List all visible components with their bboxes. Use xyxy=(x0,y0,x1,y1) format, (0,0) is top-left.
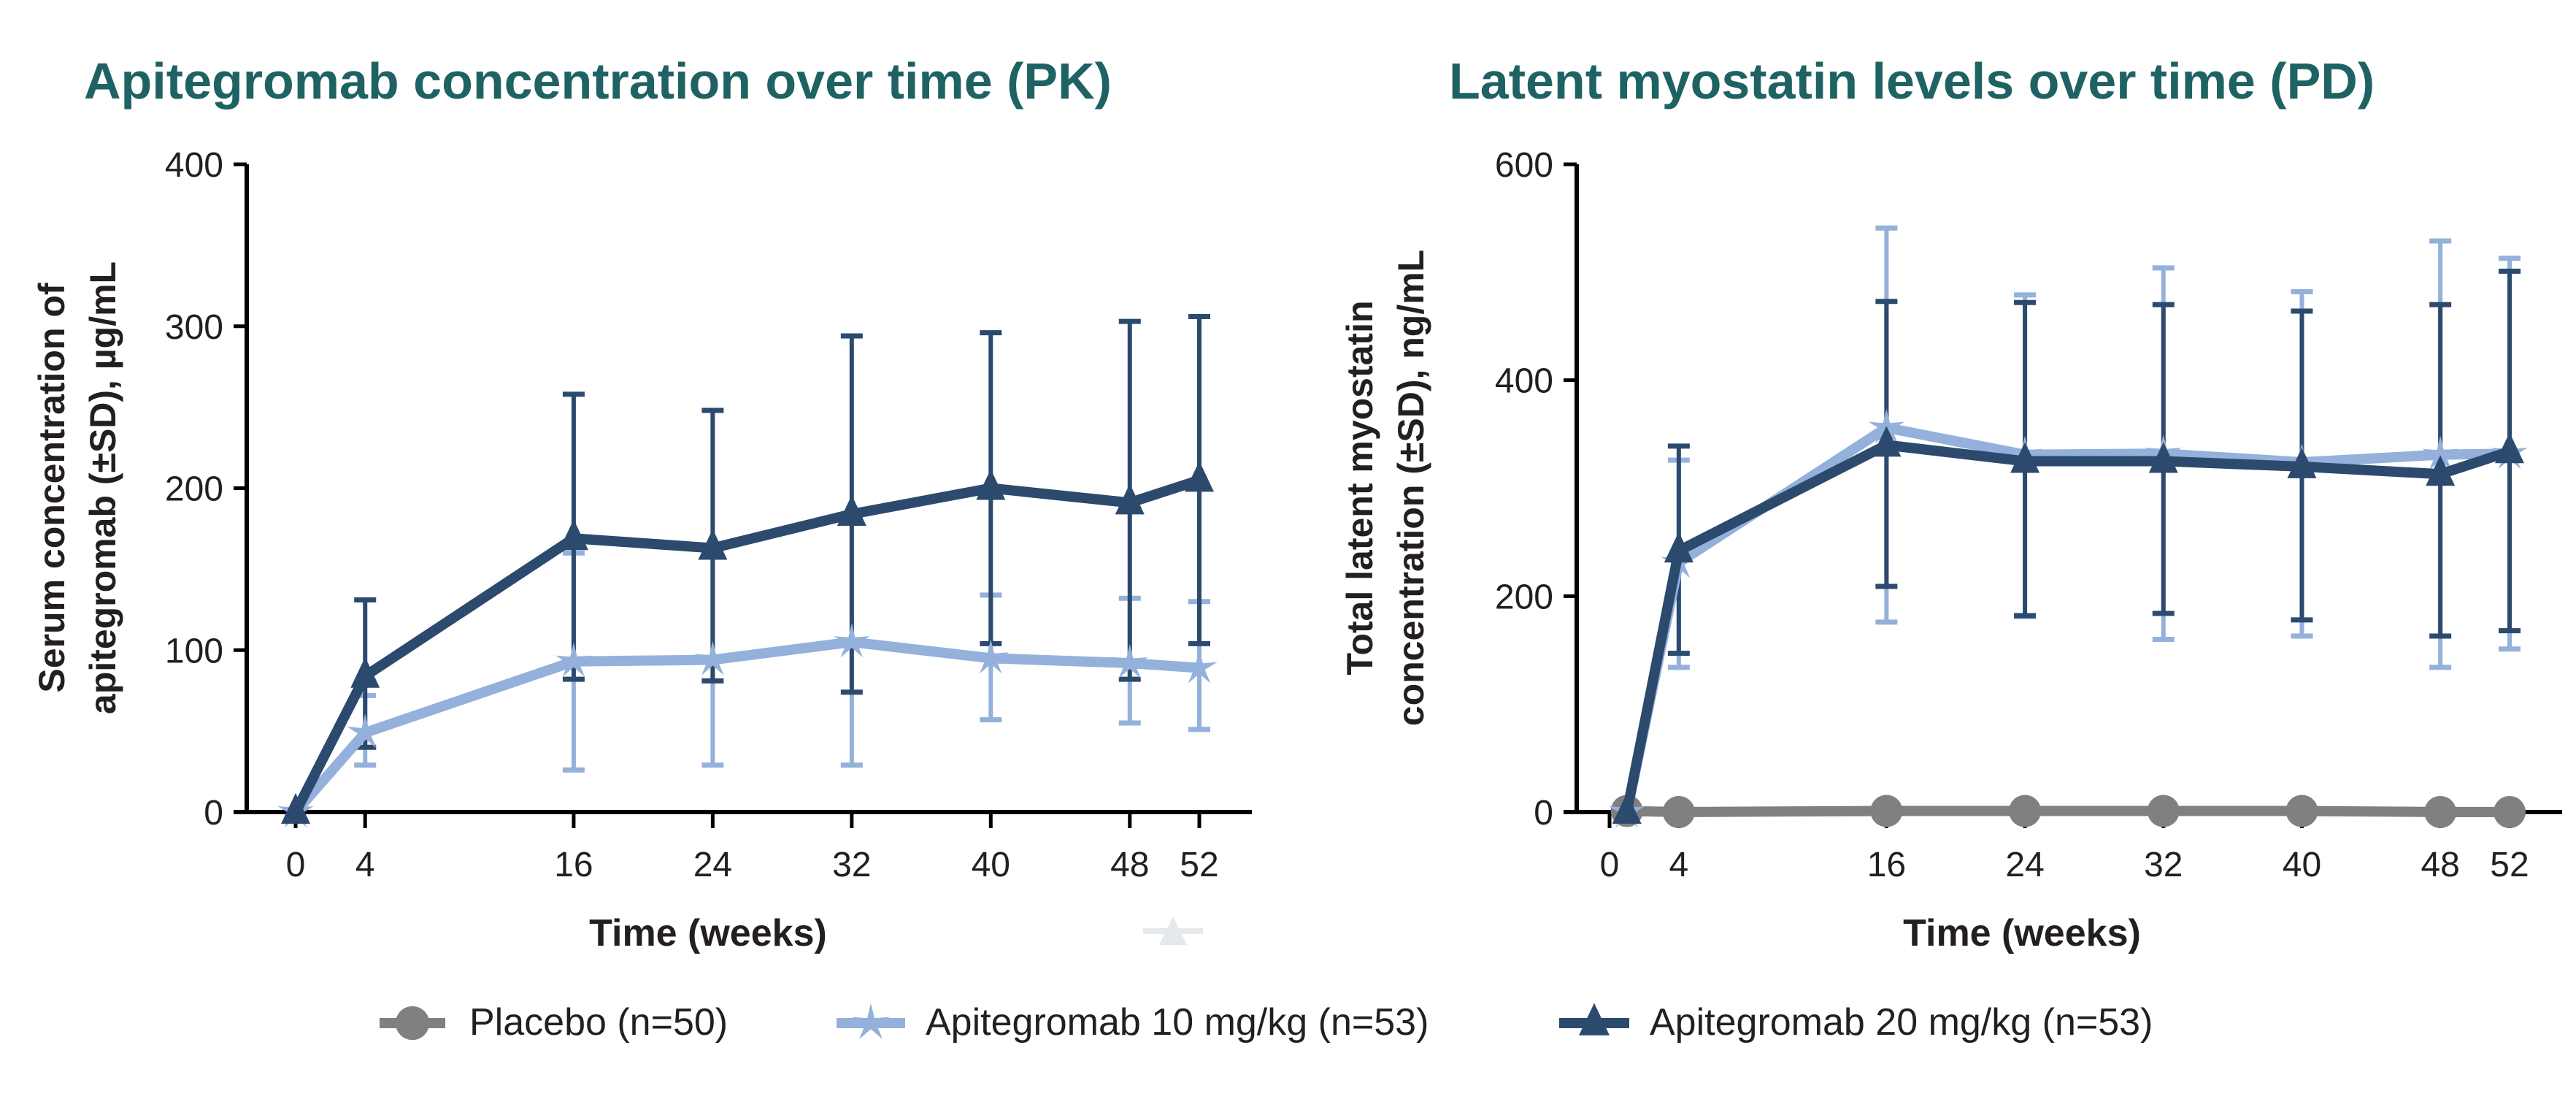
star-marker xyxy=(1868,408,1905,443)
x-tick-label: 32 xyxy=(2144,846,2183,884)
y-tick-label: 600 xyxy=(1495,146,1553,185)
pd-x-axis-title: Time (weeks) xyxy=(1903,912,2141,954)
circle-icon xyxy=(380,1006,445,1041)
pk-axes: 0 100 200 300 400 0 4 16 24 32 40 48 52 xyxy=(165,146,1252,884)
x-tick-label: 48 xyxy=(1110,846,1149,884)
legend: Placebo (n=50) Apitegromab 10 mg/kg (n=5… xyxy=(380,1001,2153,1044)
series-line-dose20 xyxy=(291,475,1202,815)
star-marker xyxy=(852,1003,890,1040)
x-tick-label: 52 xyxy=(1180,846,1218,884)
triangle-marker xyxy=(2495,432,2524,464)
x-tick-label: 0 xyxy=(1600,846,1620,884)
triangle-marker xyxy=(1115,483,1145,515)
circle-marker xyxy=(2285,795,2318,827)
triangle-marker xyxy=(350,657,380,688)
y-tick-label: 0 xyxy=(1534,794,1553,832)
pk-chart: 0 100 200 300 400 0 4 16 24 32 40 48 52 Time (weeks)… xyxy=(31,146,1252,954)
pk-y-axis-title-line2: apitegromab (±SD), µg/mL xyxy=(82,261,123,714)
triangle-marker xyxy=(1664,532,1693,563)
circle-marker xyxy=(2494,796,2526,828)
pd-y-axis-title-line2: concentration (±SD), ng/mL xyxy=(1391,250,1431,726)
legend-item-dose20: Apitegromab 20 mg/kg (n=53) xyxy=(1559,1001,2153,1044)
triangle-marker xyxy=(281,792,310,824)
circle-marker xyxy=(2147,795,2180,827)
x-tick-label: 32 xyxy=(832,846,871,884)
triangle-marker xyxy=(2287,447,2317,478)
star-marker xyxy=(2422,435,2458,470)
y-tick-label: 400 xyxy=(165,146,223,185)
y-tick-label: 200 xyxy=(165,470,223,509)
star-marker xyxy=(1181,648,1218,684)
x-tick-label: 48 xyxy=(2421,846,2459,884)
y-tick-label: 200 xyxy=(1495,578,1553,616)
circle-marker xyxy=(1662,796,1695,828)
y-tick-label: 300 xyxy=(165,308,223,347)
pk-x-axis-title: Time (weeks) xyxy=(589,912,827,954)
star-marker xyxy=(347,713,383,749)
series-line-placebo xyxy=(1626,805,2510,817)
legend-item-placebo: Placebo (n=50) xyxy=(380,1001,728,1044)
ghost-triangle-icon xyxy=(1143,916,1203,945)
triangle-marker xyxy=(2010,442,2040,473)
pd-y-axis-title-line1: Total latent myostatin xyxy=(1339,300,1380,675)
pd-axes: 0 200 400 600 0 4 16 24 32 40 48 52 xyxy=(1495,146,2562,884)
pk-marks xyxy=(277,313,1218,828)
pk-chart-title: Apitegromab concentration over time (PK) xyxy=(84,53,1112,110)
legend-label-dose10: Apitegromab 10 mg/kg (n=53) xyxy=(926,1001,1429,1044)
star-icon xyxy=(837,1003,905,1040)
star-marker xyxy=(1112,643,1148,679)
legend-label-placebo: Placebo (n=50) xyxy=(469,1001,728,1044)
x-tick-label: 52 xyxy=(2490,846,2529,884)
star-marker xyxy=(834,623,870,658)
x-tick-label: 40 xyxy=(2283,846,2321,884)
pd-chart-title: Latent myostatin levels over time (PD) xyxy=(1449,53,2375,110)
circle-marker xyxy=(2424,796,2457,828)
triangle-icon xyxy=(1559,1003,1629,1036)
x-tick-label: 16 xyxy=(1867,846,1906,884)
triangle-marker xyxy=(558,519,588,551)
star-marker xyxy=(555,642,592,677)
pk-y-axis-title-line1: Serum concentration of xyxy=(31,283,72,693)
triangle-marker xyxy=(1612,792,1642,824)
pd-marks xyxy=(1608,225,2528,828)
star-marker xyxy=(972,639,1010,674)
x-tick-label: 4 xyxy=(1669,846,1688,884)
x-tick-label: 24 xyxy=(2005,846,2044,884)
triangle-marker xyxy=(2426,455,2456,486)
x-tick-label: 0 xyxy=(286,846,306,884)
triangle-marker xyxy=(698,529,728,560)
series-line-dose10 xyxy=(1621,422,2510,814)
star-marker xyxy=(694,640,731,675)
legend-item-dose10: Apitegromab 10 mg/kg (n=53) xyxy=(837,1001,1429,1044)
circle-marker xyxy=(395,1006,430,1041)
x-tick-label: 24 xyxy=(693,846,732,884)
series-line-dose20 xyxy=(1621,440,2512,814)
x-tick-label: 4 xyxy=(355,846,375,884)
circle-marker xyxy=(1870,795,1903,827)
triangle-marker xyxy=(1185,461,1214,492)
y-tick-label: 0 xyxy=(204,794,223,832)
triangle-marker xyxy=(976,469,1006,500)
triangle-marker xyxy=(837,494,866,526)
triangle-marker xyxy=(2148,442,2178,473)
x-tick-label: 16 xyxy=(554,846,593,884)
pd-chart: 0 200 400 600 0 4 16 24 32 40 48 52 Time (weeks) To… xyxy=(1339,146,2562,954)
triangle-marker xyxy=(1579,1003,1610,1036)
y-tick-label: 100 xyxy=(165,632,223,670)
series-line-dose10 xyxy=(291,637,1200,816)
triangle-marker xyxy=(1872,426,1902,457)
y-tick-label: 400 xyxy=(1495,362,1553,401)
x-tick-label: 40 xyxy=(972,846,1010,884)
legend-label-dose20: Apitegromab 20 mg/kg (n=53) xyxy=(1650,1001,2153,1044)
circle-marker xyxy=(2009,795,2042,827)
